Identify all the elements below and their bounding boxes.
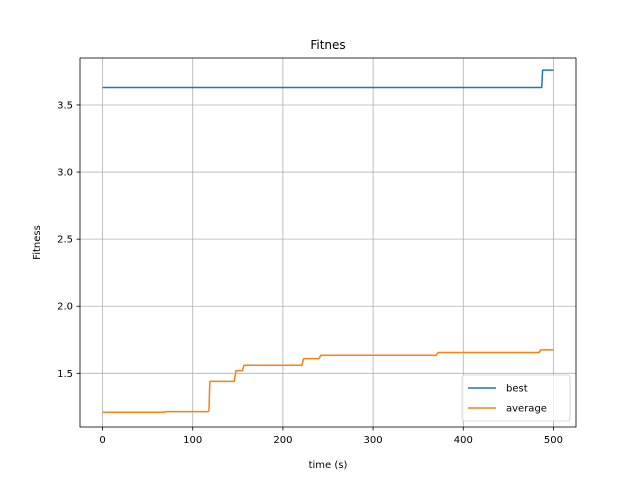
legend-box	[461, 374, 571, 422]
x-tick-label: 0	[99, 435, 105, 446]
series-line-best	[102, 69, 554, 89]
legend: best average	[461, 374, 571, 422]
x-tick-label: 100	[183, 435, 202, 446]
x-axis-label: time (s)	[309, 460, 348, 471]
legend-label-average: average	[506, 404, 547, 415]
legend-label-best: best	[506, 384, 528, 395]
grid	[80, 58, 576, 427]
y-tick-label: 3.5	[57, 100, 73, 111]
x-tick-label: 500	[544, 435, 563, 446]
x-tick-label: 300	[364, 435, 383, 446]
x-axis-ticks: 0 100 200 300 400 500	[99, 427, 563, 446]
y-axis-label: Fitness	[32, 225, 43, 260]
y-axis-ticks: 1.5 2.0 2.5 3.0 3.5	[57, 100, 80, 380]
chart-title: Fitnes	[310, 38, 345, 52]
plot-frame	[79, 57, 577, 428]
y-tick-label: 3.0	[57, 168, 73, 179]
x-tick-label: 200	[273, 435, 292, 446]
y-tick-label: 1.5	[57, 369, 73, 380]
x-tick-label: 400	[454, 435, 473, 446]
series-line-average	[102, 349, 554, 413]
y-tick-label: 2.0	[57, 302, 73, 313]
series-lines	[102, 69, 554, 413]
y-tick-label: 2.5	[57, 235, 73, 246]
